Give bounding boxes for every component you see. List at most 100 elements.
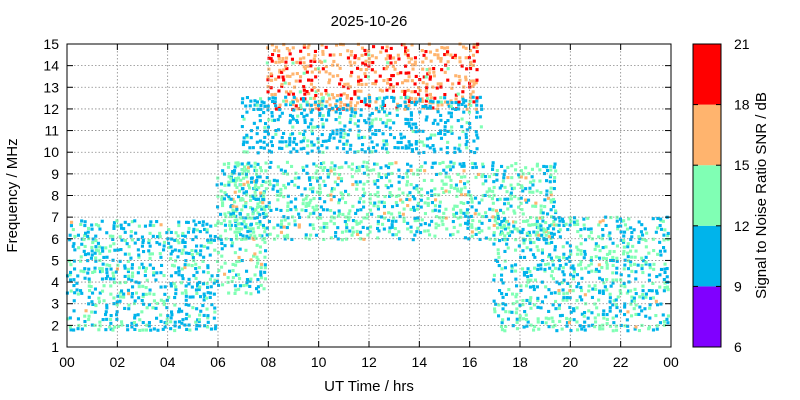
heatmap-cell bbox=[477, 201, 481, 205]
heatmap-cell bbox=[524, 176, 528, 180]
heatmap-cell bbox=[86, 259, 90, 263]
heatmap-cell bbox=[304, 204, 308, 208]
heatmap-cell bbox=[234, 288, 238, 292]
heatmap-cell bbox=[309, 233, 313, 237]
x-tick-label: 16 bbox=[462, 354, 478, 370]
heatmap-cell bbox=[449, 115, 453, 119]
heatmap-cell bbox=[72, 284, 76, 288]
heatmap-cell bbox=[181, 231, 185, 235]
heatmap-cell bbox=[662, 320, 666, 324]
heatmap-cell bbox=[403, 79, 407, 83]
heatmap-cell bbox=[206, 264, 210, 268]
heatmap-cell bbox=[369, 168, 373, 172]
heatmap-cell bbox=[582, 223, 586, 227]
heatmap-cell bbox=[502, 176, 506, 180]
heatmap-cell bbox=[84, 231, 88, 235]
heatmap-cell bbox=[269, 208, 273, 212]
heatmap-cell bbox=[597, 263, 601, 267]
heatmap-cell bbox=[459, 208, 463, 212]
heatmap-cell bbox=[337, 198, 341, 202]
heatmap-cell bbox=[275, 179, 279, 183]
heatmap-cell bbox=[640, 223, 644, 227]
heatmap-cell bbox=[572, 220, 576, 224]
heatmap-cell bbox=[298, 57, 302, 61]
heatmap-cell bbox=[616, 227, 620, 231]
heatmap-cell bbox=[605, 252, 609, 256]
heatmap-cell bbox=[623, 258, 627, 262]
heatmap-cell bbox=[245, 140, 249, 144]
heatmap-cell bbox=[262, 140, 266, 144]
heatmap-cell bbox=[430, 165, 434, 169]
heatmap-cell bbox=[337, 209, 341, 213]
heatmap-cell bbox=[88, 289, 92, 293]
heatmap-cell bbox=[105, 255, 109, 259]
heatmap-cell bbox=[138, 328, 142, 332]
heatmap-cell bbox=[310, 78, 314, 82]
heatmap-cell bbox=[308, 212, 312, 216]
heatmap-cell bbox=[127, 303, 131, 307]
heatmap-cell bbox=[609, 284, 613, 288]
heatmap-cell bbox=[553, 248, 557, 252]
heatmap-cell bbox=[376, 204, 380, 208]
heatmap-cell bbox=[432, 74, 436, 78]
heatmap-cell bbox=[451, 165, 455, 169]
heatmap-cell bbox=[188, 295, 192, 299]
heatmap-cell bbox=[328, 72, 332, 76]
heatmap-cell bbox=[227, 195, 231, 199]
heatmap-cell bbox=[647, 325, 651, 329]
heatmap-cell bbox=[177, 307, 181, 311]
heatmap-cell bbox=[553, 266, 557, 270]
heatmap-cell bbox=[632, 299, 636, 303]
heatmap-cell bbox=[374, 100, 378, 104]
heatmap-cell bbox=[235, 205, 239, 209]
heatmap-cell bbox=[374, 149, 378, 153]
heatmap-cell bbox=[436, 53, 440, 57]
heatmap-cell bbox=[426, 229, 430, 233]
heatmap-cell bbox=[231, 208, 235, 212]
heatmap-cell bbox=[220, 195, 224, 199]
colorbar-tick-label: 6 bbox=[734, 339, 742, 355]
heatmap-cell bbox=[94, 248, 98, 252]
heatmap-cell bbox=[638, 305, 642, 309]
heatmap-cell bbox=[593, 325, 597, 329]
heatmap-cell bbox=[253, 165, 257, 169]
heatmap-cell bbox=[226, 165, 230, 169]
heatmap-cell bbox=[615, 266, 619, 270]
heatmap-cell bbox=[306, 139, 310, 143]
heatmap-cell bbox=[282, 131, 286, 135]
heatmap-cell bbox=[303, 129, 307, 133]
heatmap-cell bbox=[285, 144, 289, 148]
heatmap-cell bbox=[357, 96, 361, 100]
heatmap-cell bbox=[537, 237, 541, 241]
heatmap-cell bbox=[666, 238, 670, 242]
heatmap-cell bbox=[444, 121, 448, 125]
heatmap-cell bbox=[314, 94, 318, 98]
heatmap-cell bbox=[371, 61, 375, 65]
heatmap-cell bbox=[532, 240, 536, 244]
heatmap-cell bbox=[469, 214, 473, 218]
heatmap-cell bbox=[397, 211, 401, 215]
heatmap-cell bbox=[329, 209, 333, 213]
heatmap-cell bbox=[83, 220, 87, 224]
heatmap-cell bbox=[246, 169, 250, 173]
heatmap-cell bbox=[356, 150, 360, 154]
heatmap-cell bbox=[205, 296, 209, 300]
heatmap-cell bbox=[498, 239, 502, 243]
heatmap-cell bbox=[383, 110, 387, 114]
heatmap-cell bbox=[190, 285, 194, 289]
heatmap-cell bbox=[66, 317, 70, 321]
heatmap-cell bbox=[177, 273, 181, 277]
heatmap-cell bbox=[470, 200, 474, 204]
heatmap-cell bbox=[325, 92, 329, 96]
heatmap-cell bbox=[202, 244, 206, 248]
heatmap-cell bbox=[641, 289, 645, 293]
heatmap-cell bbox=[349, 143, 353, 147]
heatmap-cell bbox=[634, 325, 638, 329]
heatmap-cell bbox=[549, 291, 553, 295]
heatmap-cell bbox=[608, 292, 612, 296]
heatmap-cell bbox=[118, 291, 122, 295]
heatmap-cell bbox=[235, 218, 239, 222]
heatmap-cell bbox=[386, 78, 390, 82]
heatmap-cell bbox=[470, 234, 474, 238]
heatmap-cell bbox=[199, 309, 203, 313]
